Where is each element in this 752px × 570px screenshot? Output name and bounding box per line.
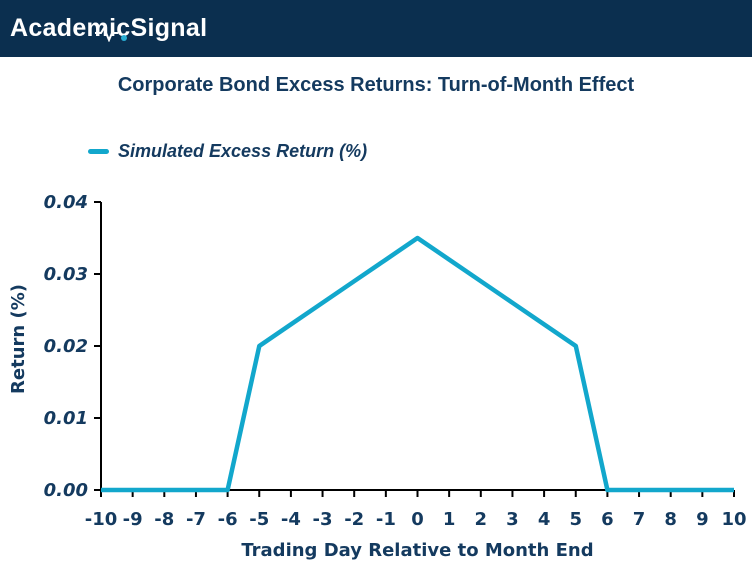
- y-tick-label: 0.02: [44, 336, 88, 357]
- app-header: Academic Signal: [0, 0, 752, 57]
- x-tick-label: -4: [281, 509, 301, 530]
- x-tick-label: -3: [313, 509, 333, 530]
- x-tick-label: 4: [538, 509, 551, 530]
- y-axis-title: Return (%): [8, 284, 29, 394]
- logo: Academic Signal: [10, 0, 207, 57]
- y-tick-label: 0.01: [44, 408, 88, 429]
- x-tick-label: 2: [475, 509, 488, 530]
- chart-title: Corporate Bond Excess Returns: Turn-of-M…: [117, 74, 635, 96]
- legend: Simulated Excess Return (%): [88, 141, 367, 162]
- legend-line-icon: [88, 149, 109, 154]
- x-tick-label: -2: [344, 509, 364, 530]
- y-tick-label: 0.04: [44, 192, 88, 213]
- x-tick-label: -10: [85, 509, 118, 530]
- chart-canvas: -10 -9 -8 -7 -6 -5 -4 -3 -2 -1 0 1 2 3 4 5 6 7 8 9 100.000.0…: [44, 192, 747, 530]
- chart: -10 -9 -8 -7 -6 -5 -4 -3 -2 -1 0 1 2 3 4 5 6 7 8 9 10 0.00 0.0…: [0, 180, 752, 570]
- x-tick-label: 9: [696, 509, 709, 530]
- x-tick-label: 3: [506, 509, 519, 530]
- x-tick-label: -5: [249, 509, 269, 530]
- y-tick-label: 0.00: [44, 480, 88, 501]
- y-tick-label: 0.03: [44, 264, 88, 285]
- x-tick-label: -6: [218, 509, 238, 530]
- x-tick-label: -1: [376, 509, 396, 530]
- x-tick-label: 1: [443, 509, 456, 530]
- x-tick-label: 8: [664, 509, 677, 530]
- x-tick-label: 6: [601, 509, 614, 530]
- x-tick-label: -7: [186, 509, 206, 530]
- x-tick-label: 5: [569, 509, 582, 530]
- x-tick-label: 7: [633, 509, 646, 530]
- excess-return-line: [101, 235, 734, 493]
- legend-label: Simulated Excess Return (%): [118, 141, 368, 161]
- x-tick-label: 10: [721, 509, 746, 530]
- x-tick-label: -8: [154, 509, 174, 530]
- logo-text-signal: Signal: [130, 14, 208, 42]
- x-tick-label: -9: [123, 509, 143, 530]
- x-tick-label: 0: [411, 509, 424, 530]
- x-axis-title: Trading Day Relative to Month End: [241, 540, 594, 561]
- ecg-pulse-icon: [95, 26, 127, 42]
